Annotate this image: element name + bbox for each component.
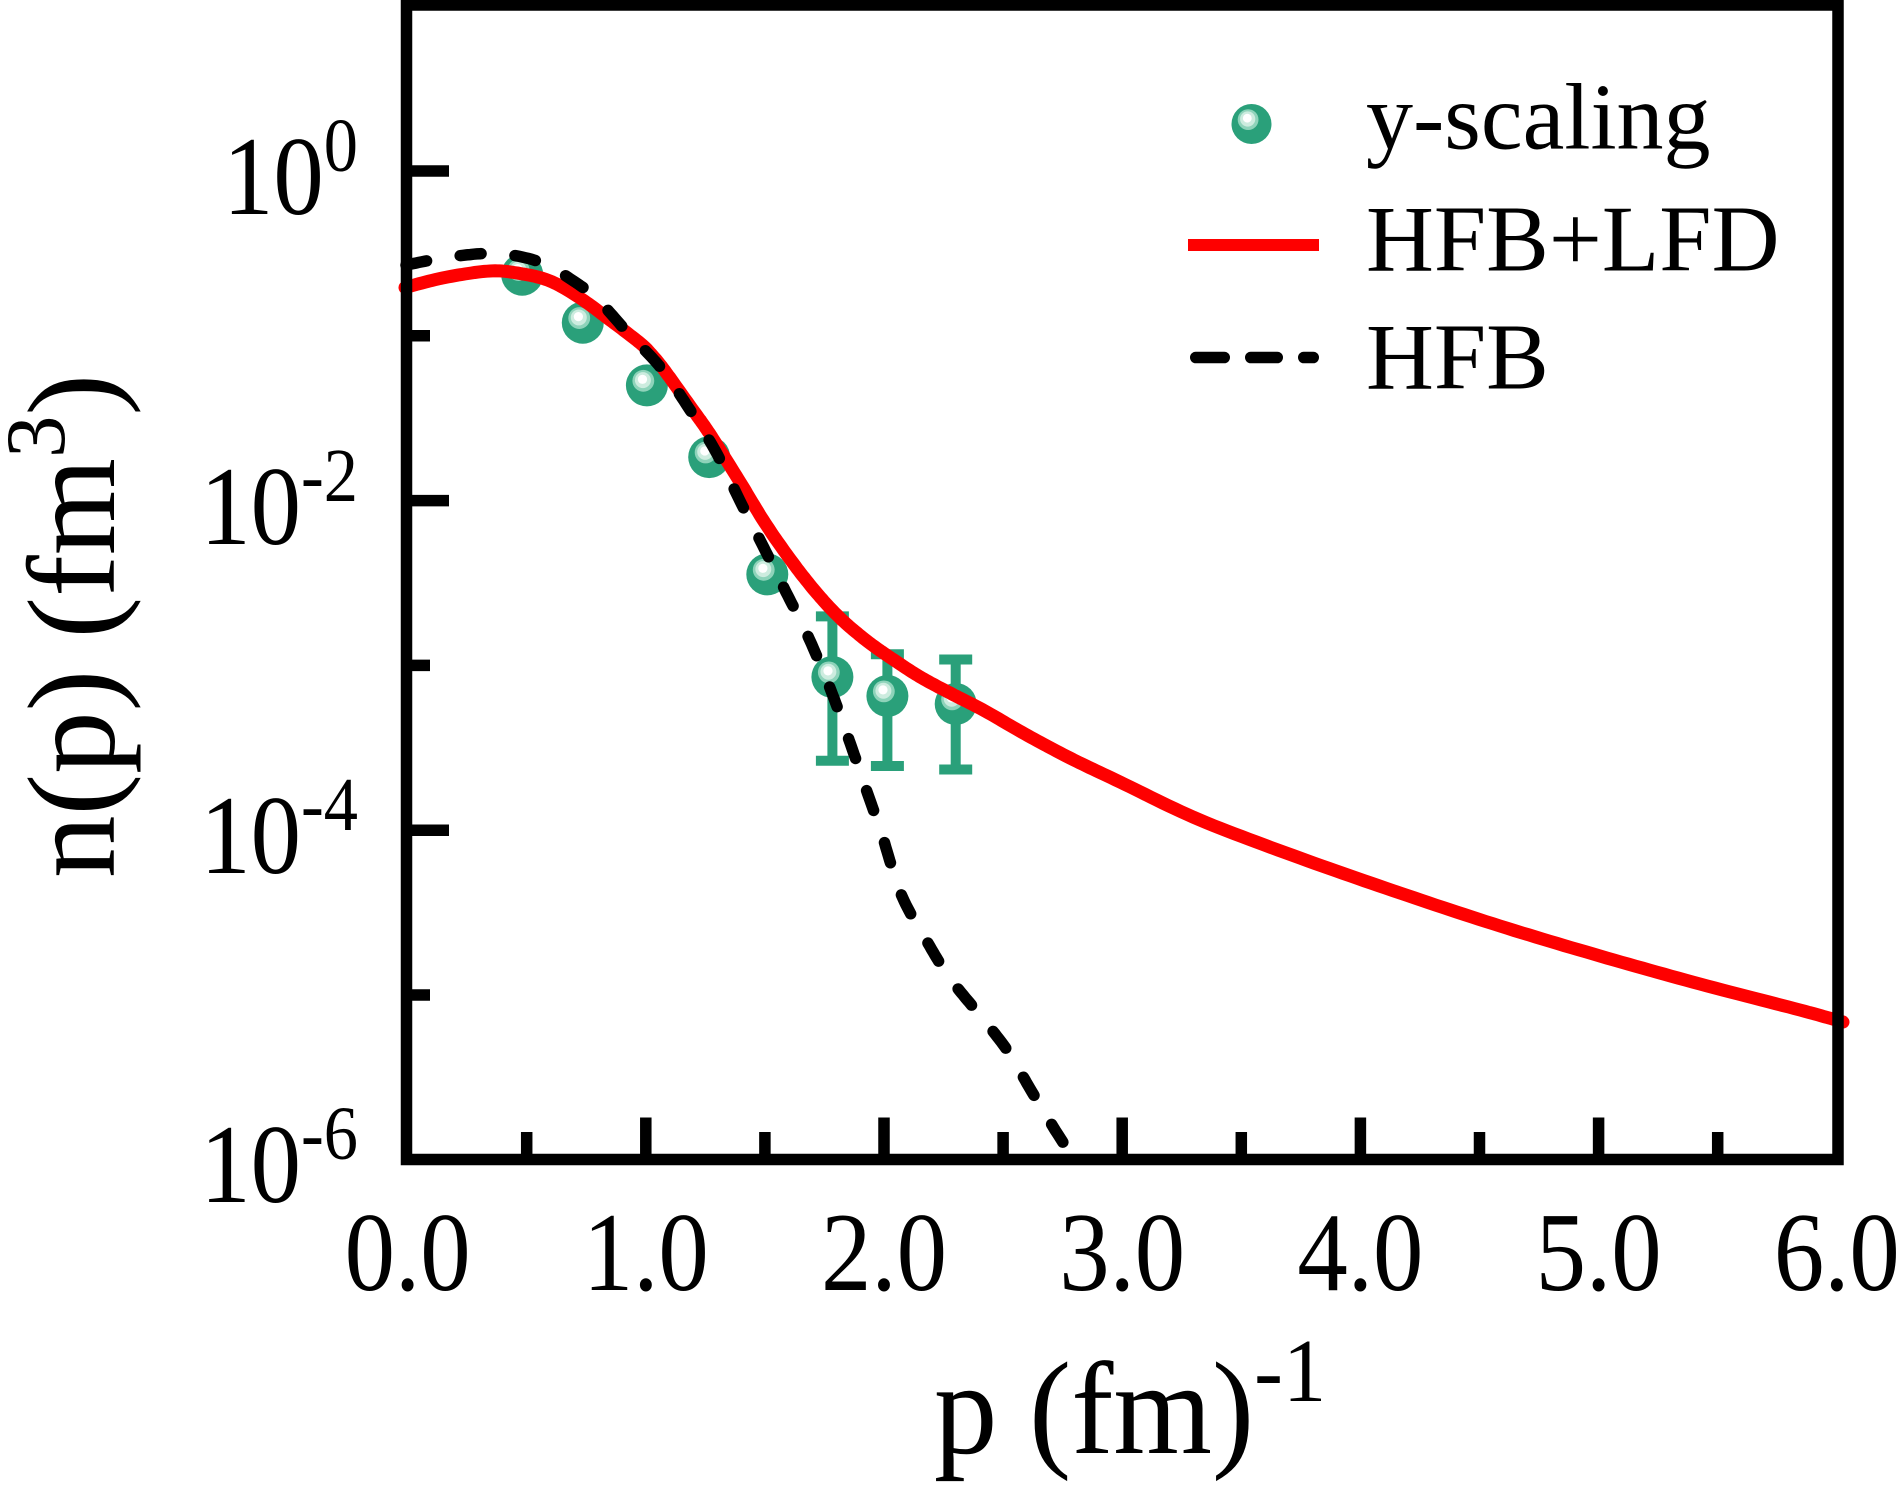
svg-text:y-scaling: y-scaling <box>1366 66 1711 170</box>
svg-text:4.0: 4.0 <box>1297 1191 1423 1315</box>
svg-text:6.0: 6.0 <box>1774 1191 1899 1315</box>
svg-text:HFB: HFB <box>1366 306 1549 410</box>
svg-text:3.0: 3.0 <box>1059 1191 1185 1315</box>
svg-text:1.0: 1.0 <box>583 1191 709 1315</box>
svg-text:0.0: 0.0 <box>345 1191 471 1315</box>
svg-text:HFB+LFD: HFB+LFD <box>1366 188 1779 292</box>
svg-text:2.0: 2.0 <box>821 1191 947 1315</box>
svg-text:5.0: 5.0 <box>1536 1191 1662 1315</box>
